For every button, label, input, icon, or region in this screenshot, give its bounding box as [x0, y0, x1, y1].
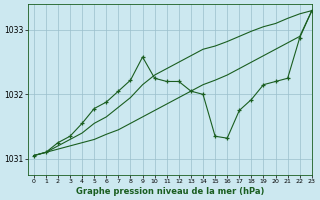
X-axis label: Graphe pression niveau de la mer (hPa): Graphe pression niveau de la mer (hPa) [76, 187, 264, 196]
